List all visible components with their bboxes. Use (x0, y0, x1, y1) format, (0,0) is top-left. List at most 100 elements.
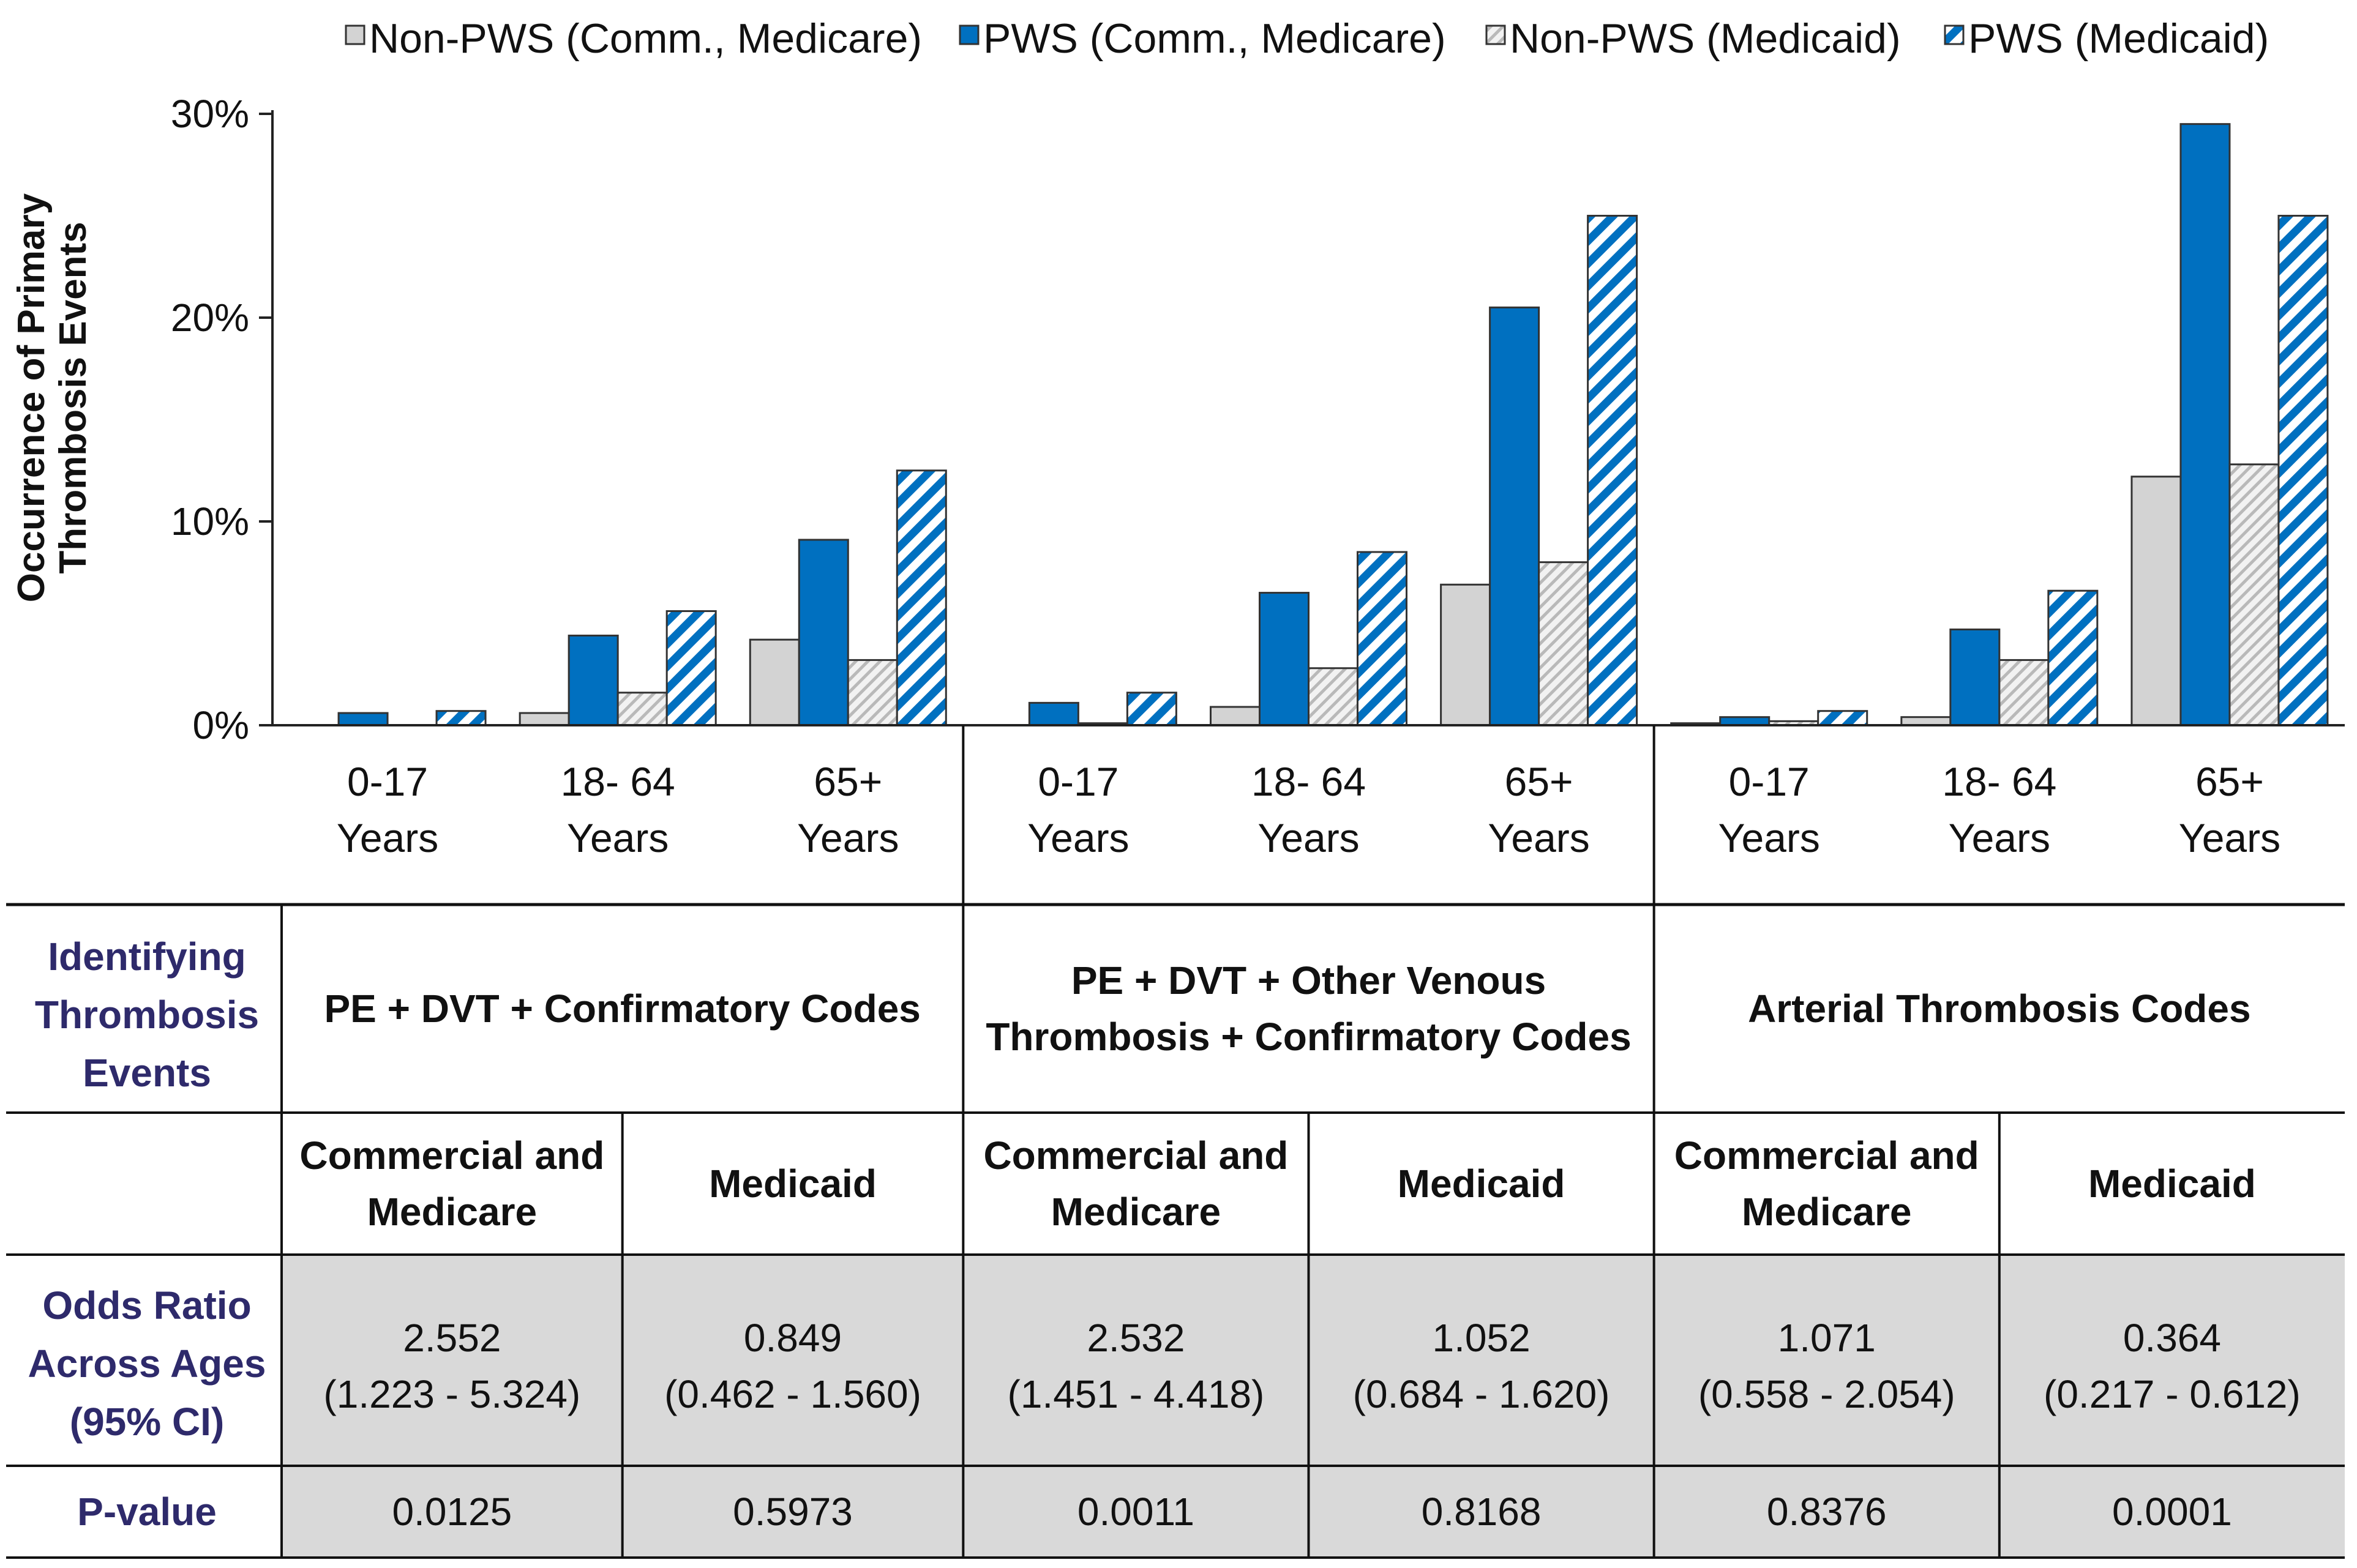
bar (568, 634, 619, 726)
x-tick-label: 0-17 (1729, 759, 1810, 804)
odds-ratio-ci: (1.223 - 5.324) (323, 1372, 580, 1416)
bar (1308, 667, 1358, 726)
bar (1440, 583, 1491, 726)
odds-ratio: 1.052 (1433, 1316, 1531, 1360)
code-header: Arterial Thrombosis Codes (1748, 987, 2251, 1031)
x-tick-label: 65+ (2195, 759, 2264, 804)
bar (337, 712, 389, 726)
p-value: 0.0011 (1077, 1490, 1194, 1534)
y-axis-label-line2: Thrombosis Events (52, 222, 94, 573)
bar (519, 712, 570, 726)
bar (1489, 306, 1540, 726)
bar (1028, 701, 1079, 726)
bar (2047, 589, 2099, 726)
legend-swatch (345, 24, 365, 45)
row-label: (95% CI) (70, 1400, 225, 1444)
bars (337, 123, 2329, 726)
row-label: P-value (77, 1490, 217, 1534)
row-label: Thrombosis (35, 993, 259, 1037)
y-tick-label: 20% (171, 296, 249, 340)
row-label: Odds Ratio (42, 1283, 251, 1327)
bar (1587, 215, 1638, 726)
stats-table: Identifying Thrombosis Events Odds Ratio Acr… (6, 725, 2345, 1559)
y-axis: 0% 10% 20% 30% (171, 92, 274, 747)
bar (2277, 215, 2329, 726)
bar (1949, 628, 2001, 726)
payer-header: Medicare (1742, 1190, 1911, 1234)
code-header: Thrombosis + Confirmatory Codes (986, 1015, 1631, 1059)
odds-ratio: 0.849 (744, 1316, 842, 1360)
odds-ratio: 2.532 (1087, 1316, 1185, 1360)
bar (616, 692, 668, 726)
x-tick-label: Years (1488, 815, 1589, 861)
bar (435, 710, 487, 726)
payer-header: Commercial and (1674, 1133, 1979, 1178)
payer-header: Medicaid (1398, 1162, 1565, 1206)
legend-swatch (1485, 24, 1506, 45)
bar (2228, 463, 2280, 726)
p-value: 0.5973 (733, 1490, 853, 1534)
odds-ratio-ci: (1.451 - 4.418) (1008, 1372, 1265, 1416)
x-tick-label: 65+ (1505, 759, 1573, 804)
legend-swatch (1944, 24, 1965, 45)
odds-ratio: 0.364 (2123, 1316, 2221, 1360)
bar (896, 469, 947, 726)
x-tick-label: Years (337, 815, 438, 861)
x-axis: 0-17 Years 18- 64 Years 65+ Years 0-17 Years 18-… (272, 724, 2345, 861)
x-tick-label: Years (797, 815, 899, 861)
odds-ratio-ci: (0.217 - 0.612) (2044, 1372, 2301, 1416)
bar (798, 539, 849, 726)
p-value: 0.0125 (392, 1490, 512, 1534)
bar (665, 610, 717, 726)
x-tick-label: 18- 64 (561, 759, 675, 804)
y-tick-label: 10% (171, 499, 249, 543)
x-tick-label: Years (1949, 815, 2050, 861)
row-label: Across Ages (28, 1342, 266, 1386)
bar (1998, 659, 2050, 726)
legend-label: PWS (Comm., Medicare) (983, 15, 1446, 62)
bar (847, 659, 898, 726)
legend-label: Non-PWS (Medicaid) (1510, 15, 1901, 62)
legend: Non-PWS (Comm., Medicare) PWS (Comm., Med… (345, 15, 2269, 62)
legend-swatch (959, 24, 980, 45)
x-tick-label: Years (1027, 815, 1129, 861)
row-label: Identifying (48, 935, 246, 979)
payer-header: Medicare (367, 1190, 537, 1234)
legend-label: PWS (Medicaid) (1968, 15, 2269, 62)
bar (2130, 476, 2182, 726)
y-tick-label: 30% (171, 92, 249, 136)
bar (1126, 692, 1177, 726)
x-tick-label: 18- 64 (1942, 759, 2056, 804)
legend-label: Non-PWS (Comm., Medicare) (369, 15, 922, 62)
x-tick-label: 0-17 (1038, 759, 1119, 804)
bar (1259, 592, 1310, 726)
x-tick-label: 65+ (814, 759, 882, 804)
x-tick-label: Years (567, 815, 669, 861)
bar (1538, 561, 1589, 726)
y-axis-label: Occurrence of Primary (10, 193, 53, 602)
bar (1817, 710, 1868, 726)
y-tick-label: 0% (193, 703, 250, 747)
bar (2179, 123, 2231, 726)
p-value: 0.0001 (2112, 1490, 2232, 1534)
data-row-shade (282, 1255, 2345, 1558)
code-header: PE + DVT + Confirmatory Codes (324, 987, 920, 1031)
bar (1357, 551, 1407, 726)
odds-ratio-ci: (0.558 - 2.054) (1698, 1372, 1955, 1416)
row-label: Events (83, 1051, 211, 1095)
x-tick-label: 0-17 (347, 759, 428, 804)
payer-header: Medicaid (709, 1162, 877, 1206)
odds-ratio: 2.552 (403, 1316, 501, 1360)
p-value: 0.8376 (1767, 1490, 1887, 1534)
payer-header: Medicaid (2088, 1162, 2256, 1206)
p-value: 0.8168 (1422, 1490, 1542, 1534)
x-tick-label: 18- 64 (1251, 759, 1366, 804)
x-tick-label: Years (1257, 815, 1359, 861)
odds-ratio: 1.071 (1778, 1316, 1876, 1360)
payer-header: Commercial and (299, 1133, 604, 1178)
payer-header: Commercial and (983, 1133, 1288, 1178)
bar (749, 638, 800, 726)
code-header: PE + DVT + Other Venous (1071, 958, 1546, 1002)
bar (1210, 706, 1261, 726)
